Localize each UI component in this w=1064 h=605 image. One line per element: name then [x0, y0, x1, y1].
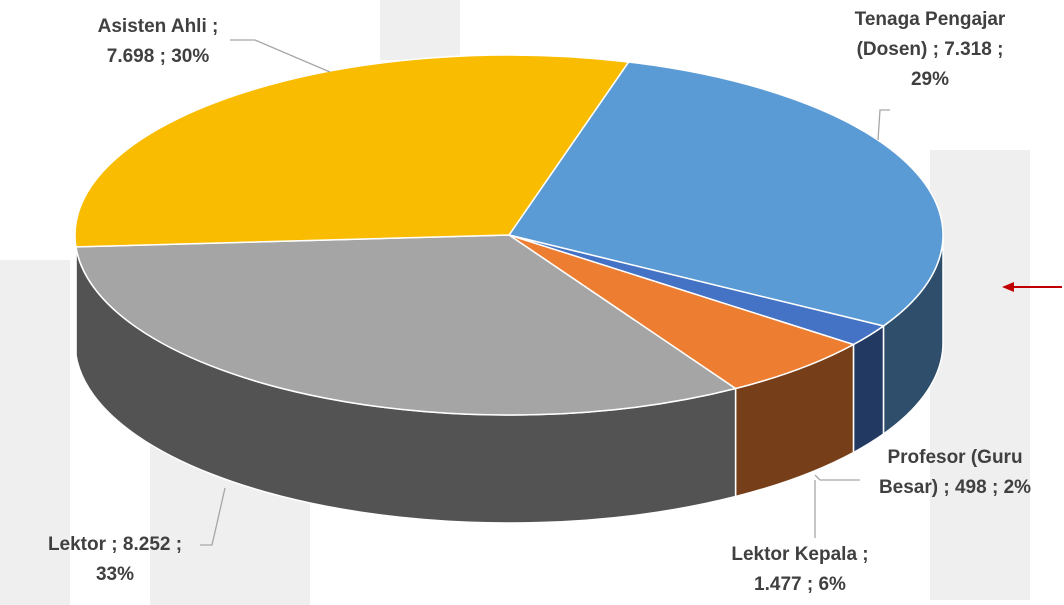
label-category: Profesor (Guru Besar) [879, 447, 1023, 498]
label-category: Lektor [48, 534, 106, 555]
label-separator: ; [997, 39, 1003, 60]
label-separator: ; [160, 46, 166, 67]
pie [75, 55, 943, 523]
data-label: Lektor Kepala ; 1.477 ; 6% [715, 540, 885, 600]
label-value: 7.698 [107, 46, 155, 67]
label-separator: ; [862, 544, 868, 565]
label-separator: ; [992, 477, 998, 498]
data-label: Lektor ; 8.252 ; 33% [28, 530, 203, 590]
label-separator: ; [807, 574, 813, 595]
label-category: Asisten Ahli [98, 16, 207, 37]
label-category: Lektor Kepala [731, 544, 857, 565]
label-value: 498 [955, 477, 987, 498]
arrow [1002, 282, 1062, 292]
label-percent: 30% [171, 46, 209, 67]
page: {"chart_data": {"type": "pie3d", "catego… [0, 0, 1064, 605]
label-separator: ; [212, 16, 218, 37]
label-value: 1.477 [754, 574, 802, 595]
slice-side [853, 326, 883, 453]
label-percent: 29% [911, 69, 949, 90]
label-percent: 33% [96, 564, 134, 585]
label-value: 8.252 [123, 534, 171, 555]
label-separator: ; [933, 39, 939, 60]
label-value: 7.318 [944, 39, 992, 60]
label-separator: ; [176, 534, 182, 555]
label-percent: 6% [818, 574, 845, 595]
data-label: Asisten Ahli ; 7.698 ; 30% [78, 12, 238, 72]
slice-side [75, 235, 76, 355]
data-label: Profesor (Guru Besar) ; 498 ; 2% [863, 443, 1048, 503]
label-separator: ; [111, 534, 117, 555]
data-label: Tenaga Pengajar (Dosen) ; 7.318 ; 29% [835, 5, 1025, 95]
label-separator: ; [943, 477, 949, 498]
label-percent: 2% [1004, 477, 1031, 498]
